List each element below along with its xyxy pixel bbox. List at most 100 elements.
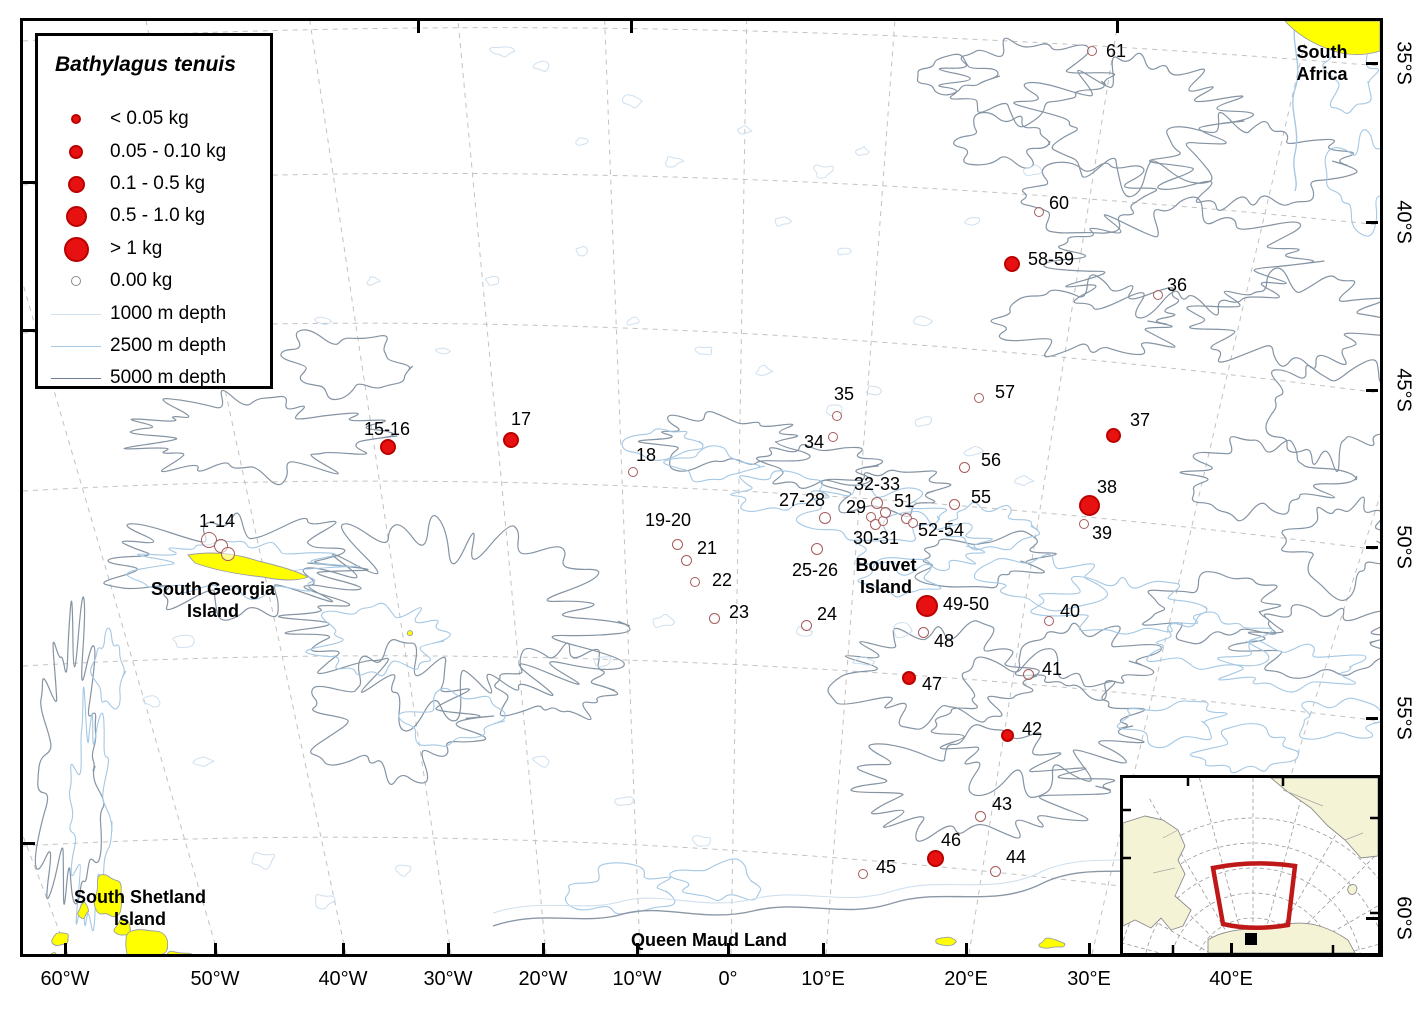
- station-marker: [879, 506, 891, 518]
- station-marker: [1000, 728, 1014, 742]
- station-marker: [948, 498, 960, 510]
- longitude-label: 60°W: [40, 968, 90, 990]
- station-marker: [690, 577, 700, 587]
- station-label: 47: [921, 674, 943, 694]
- station-label: 30-31: [852, 528, 900, 548]
- geo-label: South Shetland Island: [74, 887, 206, 929]
- longitude-label: 50°W: [190, 968, 240, 990]
- station-marker: [916, 595, 938, 617]
- inset-study-area-outline: [1210, 861, 1298, 931]
- legend-item: 5000 m depth: [38, 363, 270, 395]
- inset-location-square: [1245, 933, 1257, 945]
- longitude-label: 10°W: [612, 968, 662, 990]
- basemap-bathymetry: [23, 21, 1380, 954]
- longitude-label: 20°W: [518, 968, 568, 990]
- station-marker: [1105, 427, 1121, 443]
- legend-catch-symbol: [69, 145, 83, 159]
- latitude-label: 50°S: [1392, 525, 1415, 569]
- legend-catch-symbol: [67, 175, 85, 193]
- station-marker: [1153, 290, 1163, 300]
- legend-item-label: < 0.05 kg: [110, 108, 189, 129]
- station-marker: [902, 671, 916, 685]
- station-marker: [917, 626, 929, 638]
- station-marker: [832, 411, 842, 421]
- latitude-label: 45°S: [1392, 368, 1415, 412]
- station-marker: [858, 869, 868, 879]
- station-label: 36: [1166, 275, 1188, 295]
- legend-item: 0.00 kg: [38, 266, 270, 298]
- legend-item: 0.05 - 0.10 kg: [38, 137, 270, 169]
- legend-item: 2500 m depth: [38, 331, 270, 363]
- station-label: 55: [970, 487, 992, 507]
- station-label: 32-33: [853, 474, 901, 494]
- inset-south-america: [1122, 815, 1192, 931]
- station-marker: [1087, 46, 1097, 56]
- station-label: 29: [845, 497, 867, 517]
- station-marker: [926, 849, 944, 867]
- legend: Bathylagus tenuis < 0.05 kg 0.05 - 0.10 k…: [35, 33, 273, 389]
- legend-title: Bathylagus tenuis: [55, 53, 236, 76]
- station-marker: [221, 547, 235, 561]
- longitude-label: 30°W: [423, 968, 473, 990]
- station-label: 18: [635, 445, 657, 465]
- station-label: 56: [980, 450, 1002, 470]
- station-label: 37: [1129, 410, 1151, 430]
- legend-item-label: 2500 m depth: [110, 335, 227, 356]
- station-label: 23: [728, 602, 750, 622]
- station-label: 15-16: [363, 419, 411, 439]
- legend-item: < 0.05 kg: [38, 104, 270, 136]
- longitude-label: 10°E: [801, 968, 845, 990]
- legend-depth-line: [51, 314, 101, 315]
- station-marker: [974, 393, 984, 403]
- station-label: 35: [833, 384, 855, 404]
- latitude-label: 55°S: [1392, 696, 1415, 740]
- station-label: 1-14: [198, 511, 236, 531]
- legend-item-label: 0.1 - 0.5 kg: [110, 173, 206, 194]
- station-label: 21: [696, 538, 718, 558]
- station-marker: [1022, 668, 1034, 680]
- station-marker: [800, 619, 812, 631]
- station-marker: [1078, 494, 1100, 516]
- geo-label: South Africa: [1296, 42, 1348, 84]
- legend-item-label: 1000 m depth: [110, 303, 227, 324]
- station-label: 49-50: [942, 594, 990, 614]
- station-label: 25-26: [791, 560, 839, 580]
- station-marker: [680, 554, 692, 566]
- station-marker: [974, 810, 986, 822]
- station-label: 46: [940, 830, 962, 850]
- station-label: 58-59: [1027, 249, 1075, 269]
- station-marker: [1004, 256, 1020, 272]
- legend-item-label: 0.5 - 1.0 kg: [110, 205, 206, 226]
- station-label: 34: [803, 432, 825, 452]
- legend-item-label: > 1 kg: [110, 238, 163, 259]
- station-label: 41: [1041, 659, 1063, 679]
- inset-map-graphic: [1043, 768, 1426, 1012]
- station-label: 19-20: [644, 510, 692, 530]
- station-label: 22: [711, 570, 733, 590]
- station-label: 17: [510, 409, 532, 429]
- station-label: 27-28: [778, 490, 826, 510]
- latitude-label: 60°S: [1392, 896, 1415, 940]
- legend-item-label: 0.05 - 0.10 kg: [110, 141, 227, 162]
- geo-label: Bouvet Island: [855, 555, 917, 597]
- station-marker: [989, 865, 1001, 877]
- geo-label: Queen Maud Land: [630, 930, 788, 950]
- legend-catch-symbol: [65, 205, 87, 227]
- longitude-label: 20°E: [944, 968, 988, 990]
- station-label: 52-54: [917, 520, 965, 540]
- station-marker: [828, 432, 838, 442]
- latitude-label: 35°S: [1392, 41, 1415, 85]
- station-marker: [811, 543, 823, 555]
- legend-item: > 1 kg: [38, 234, 270, 266]
- legend-item: 0.5 - 1.0 kg: [38, 201, 270, 233]
- station-marker: [908, 518, 918, 528]
- legend-catch-symbol: [63, 236, 89, 262]
- station-marker: [958, 461, 970, 473]
- longitude-label: 40°W: [318, 968, 368, 990]
- station-label: 39: [1091, 523, 1113, 543]
- longitude-label: 30°E: [1067, 968, 1111, 990]
- station-marker: [878, 516, 888, 526]
- latitude-label: 40°S: [1392, 200, 1415, 244]
- station-label: 42: [1021, 719, 1043, 739]
- legend-item: 1000 m depth: [38, 299, 270, 331]
